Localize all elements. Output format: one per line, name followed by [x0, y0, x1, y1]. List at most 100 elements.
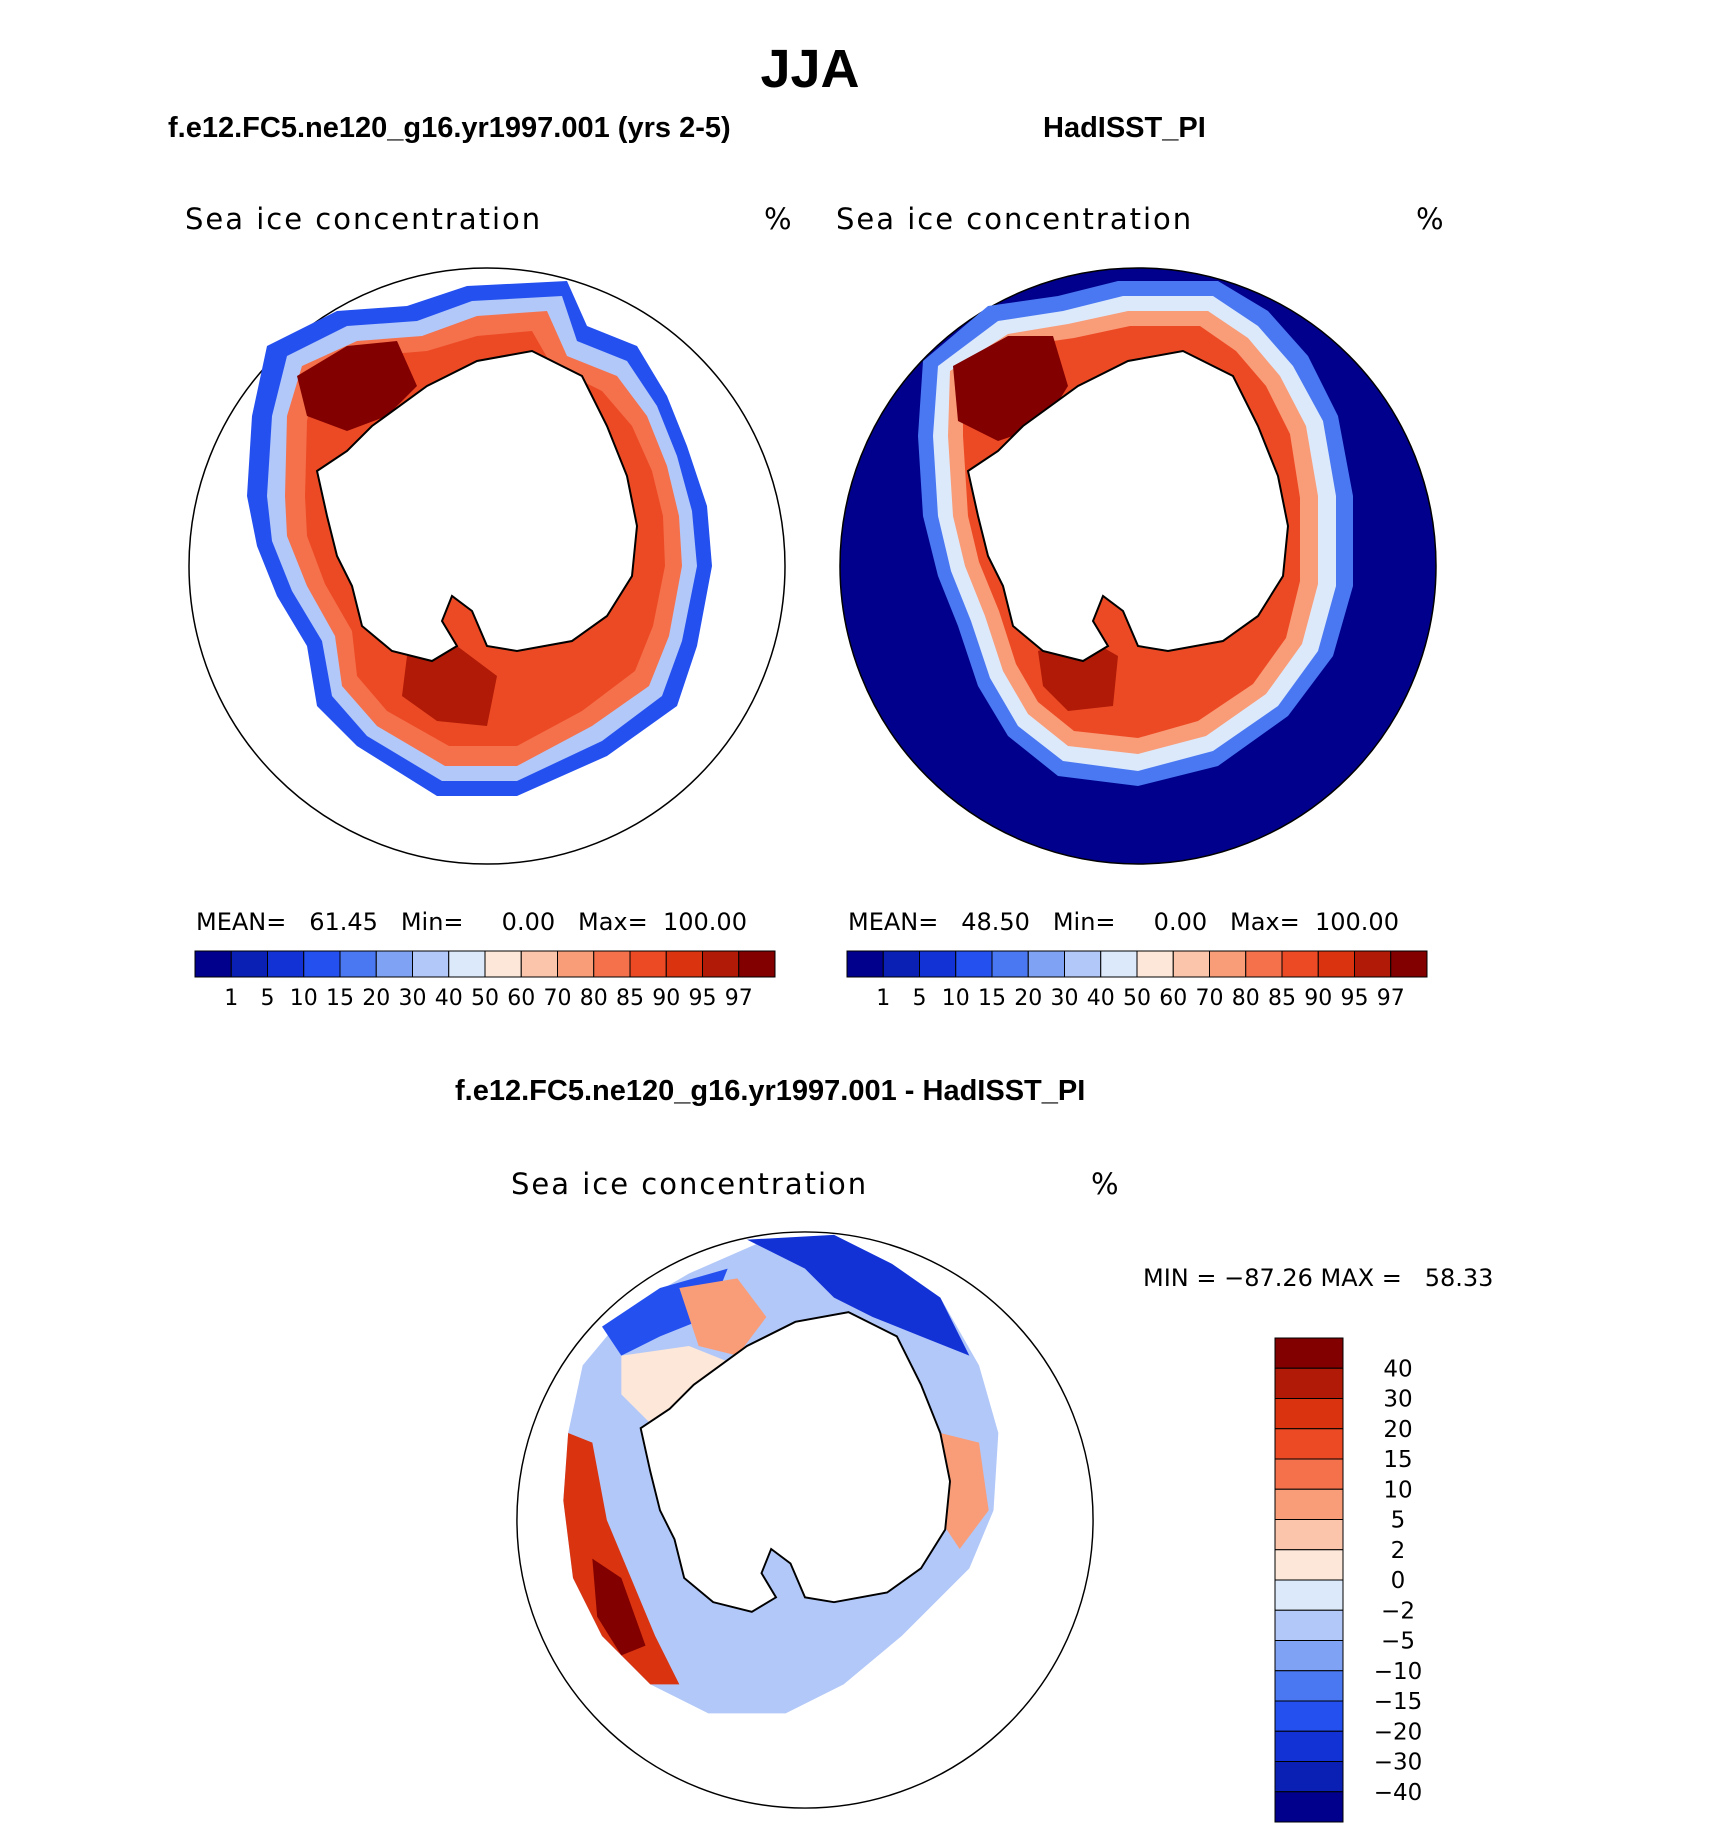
colorbar-swatch [955, 950, 993, 978]
diff-polar-map [516, 1231, 1094, 1809]
colorbar-tick-label: 80 [1232, 986, 1260, 1011]
colorbar-swatch [230, 950, 268, 978]
colorbar-tick-label: 90 [1304, 986, 1332, 1011]
colorbar-tick-label: 0 [1391, 1568, 1406, 1594]
colorbar-swatch [1274, 1609, 1344, 1641]
colorbar-swatch [484, 950, 522, 978]
colorbar-tick-label: 60 [507, 986, 535, 1011]
colorbar-swatch [1100, 950, 1138, 978]
colorbar-swatch [1274, 1761, 1344, 1793]
colorbar-tick-label: −5 [1381, 1629, 1415, 1655]
colorbar-swatch [557, 950, 595, 978]
season-title: JJA [760, 39, 860, 99]
colorbar-tick-label: 80 [580, 986, 608, 1011]
colorbar-tick-label: 2 [1391, 1538, 1406, 1564]
colorbar-swatch [1317, 950, 1355, 978]
colorbar-tick-label: 50 [1123, 986, 1151, 1011]
panel1-unit-label: % [764, 202, 792, 236]
colorbar-tick-label: 10 [290, 986, 318, 1011]
colorbar-tick-label: 5 [261, 986, 275, 1011]
colorbar-swatch [1136, 950, 1174, 978]
colorbar-swatch [991, 950, 1029, 978]
colorbar-tick-label: 10 [1383, 1477, 1412, 1503]
colorbar-swatch [1354, 950, 1392, 978]
colorbar-tick-label: 97 [1377, 986, 1405, 1011]
colorbar-swatch [846, 950, 884, 978]
colorbar-tick-label: 20 [1383, 1417, 1412, 1443]
colorbar-tick-label: 20 [362, 986, 390, 1011]
colorbar-tick-label: −15 [1374, 1689, 1423, 1715]
diff-unit-label: % [1091, 1167, 1119, 1201]
colorbar-tick-label: 20 [1014, 986, 1042, 1011]
colorbar-swatch [1274, 1428, 1344, 1460]
colorbar-swatch [448, 950, 486, 978]
colorbar-tick-label: 5 [1391, 1508, 1406, 1534]
panel2-case-title: HadISST_PI [1043, 112, 1206, 144]
colorbar-swatch [702, 950, 740, 978]
colorbar-swatch [665, 950, 703, 978]
diff-variable-label: Sea ice concentration [511, 1167, 869, 1201]
colorbar-tick-label: 97 [725, 986, 753, 1011]
colorbar-tick-label: 60 [1159, 986, 1187, 1011]
colorbar-tick-label: 30 [1051, 986, 1079, 1011]
colorbar-swatch [1274, 1488, 1344, 1520]
colorbar-swatch [1064, 950, 1102, 978]
colorbar-swatch [375, 950, 413, 978]
colorbar-tick-label: −40 [1374, 1780, 1423, 1806]
colorbar-tick-label: 70 [1196, 986, 1224, 1011]
colorbar-tick-label: 15 [1383, 1447, 1412, 1473]
panel1-case-title: f.e12.FC5.ne120_g16.yr1997.001 (yrs 2-5) [168, 112, 731, 144]
panel1-stats: MEAN= 61.45 Min= 0.00 Max= 100.00 [196, 908, 747, 936]
colorbar-swatch [738, 950, 776, 978]
colorbar-swatch [1274, 1730, 1344, 1762]
colorbar-tick-label: 30 [399, 986, 427, 1011]
colorbar-swatch [1274, 1579, 1344, 1611]
colorbar-tick-label: 50 [471, 986, 499, 1011]
colorbar-swatch [1274, 1367, 1344, 1399]
colorbar-tick-label: 95 [689, 986, 717, 1011]
colorbar-tick-label: 40 [435, 986, 463, 1011]
colorbar-swatch [1274, 1519, 1344, 1551]
colorbar-swatch [267, 950, 305, 978]
colorbar-tick-label: 15 [978, 986, 1006, 1011]
colorbar-swatch [1274, 1791, 1344, 1823]
colorbar-tick-label: 85 [616, 986, 644, 1011]
panel1-polar-map [188, 267, 786, 865]
colorbar-tick-label: 40 [1383, 1356, 1412, 1382]
colorbar-swatch [339, 950, 377, 978]
colorbar-swatch [1274, 1398, 1344, 1430]
colorbar-tick-label: 5 [913, 986, 927, 1011]
colorbar-tick-label: −10 [1374, 1659, 1423, 1685]
colorbar-tick-label: 90 [652, 986, 680, 1011]
colorbar-tick-label: 85 [1268, 986, 1296, 1011]
colorbar-tick-label: 95 [1341, 986, 1369, 1011]
panel1-colorbar: 1 5 10 15 20 30 40 50 60 70 80 85 90 95 97 [194, 950, 776, 1011]
colorbar-swatch [1281, 950, 1319, 978]
colorbar-swatch [1274, 1549, 1344, 1581]
colorbar-tick-label: 40 [1087, 986, 1115, 1011]
colorbar-tick-label: 1 [876, 986, 890, 1011]
colorbar-swatch [1245, 950, 1283, 978]
colorbar-swatch [1390, 950, 1428, 978]
colorbar-tick-label: 30 [1383, 1387, 1412, 1413]
colorbar-tick-label: 15 [326, 986, 354, 1011]
colorbar-swatch [1172, 950, 1210, 978]
colorbar-swatch [919, 950, 957, 978]
colorbar-swatch [593, 950, 631, 978]
colorbar-swatch [1027, 950, 1065, 978]
colorbar-swatch [1274, 1670, 1344, 1702]
colorbar-swatch [882, 950, 920, 978]
colorbar-swatch [194, 950, 232, 978]
colorbar-tick-label: −30 [1374, 1750, 1423, 1776]
colorbar-tick-label: 1 [224, 986, 238, 1011]
colorbar-tick-label: −2 [1381, 1598, 1415, 1624]
colorbar-swatch [303, 950, 341, 978]
colorbar-swatch [1209, 950, 1247, 978]
colorbar-swatch [629, 950, 667, 978]
colorbar-swatch [1274, 1640, 1344, 1672]
colorbar-swatch [1274, 1337, 1344, 1369]
panel2-unit-label: % [1416, 202, 1444, 236]
colorbar-swatch [412, 950, 450, 978]
panel1-variable-label: Sea ice concentration [185, 202, 543, 236]
